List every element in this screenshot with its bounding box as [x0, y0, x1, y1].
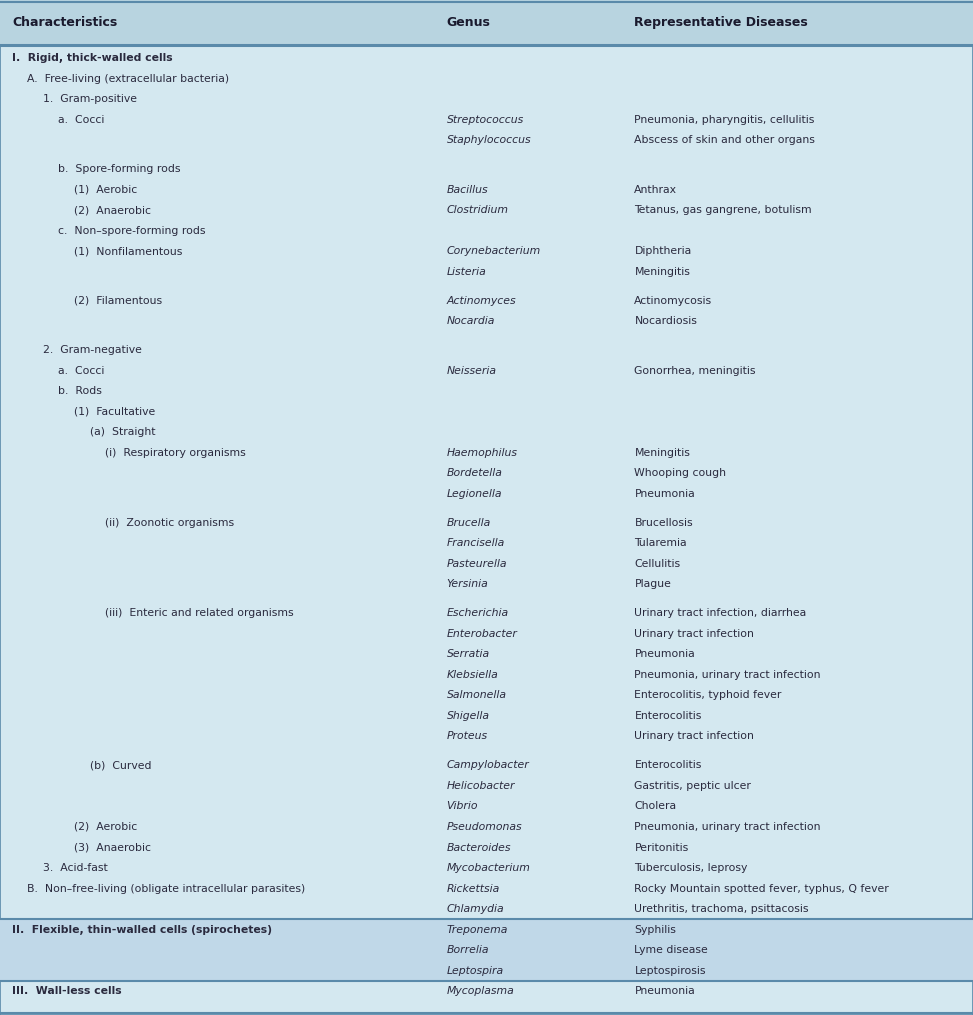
- Text: Peritonitis: Peritonitis: [634, 842, 689, 853]
- Text: Corynebacterium: Corynebacterium: [447, 247, 541, 256]
- Text: Pneumonia, urinary tract infection: Pneumonia, urinary tract infection: [634, 822, 821, 832]
- Text: Escherichia: Escherichia: [447, 608, 509, 618]
- Text: Pneumonia, urinary tract infection: Pneumonia, urinary tract infection: [634, 670, 821, 680]
- Text: Borrelia: Borrelia: [447, 945, 489, 955]
- Text: Proteus: Proteus: [447, 732, 487, 742]
- Text: (1)  Aerobic: (1) Aerobic: [74, 185, 137, 195]
- Text: Mycobacterium: Mycobacterium: [447, 863, 530, 873]
- Text: Urinary tract infection: Urinary tract infection: [634, 732, 754, 742]
- FancyBboxPatch shape: [0, 0, 973, 45]
- Text: c.  Non–spore-forming rods: c. Non–spore-forming rods: [58, 225, 206, 235]
- Text: Clostridium: Clostridium: [447, 205, 509, 215]
- Text: Haemophilus: Haemophilus: [447, 448, 518, 458]
- Text: Enterocolitis: Enterocolitis: [634, 760, 702, 770]
- Text: Staphylococcus: Staphylococcus: [447, 135, 531, 145]
- Text: Brucellosis: Brucellosis: [634, 518, 693, 528]
- Text: Representative Diseases: Representative Diseases: [634, 16, 809, 28]
- Text: Rocky Mountain spotted fever, typhus, Q fever: Rocky Mountain spotted fever, typhus, Q …: [634, 884, 889, 893]
- Text: Meningitis: Meningitis: [634, 448, 690, 458]
- Text: Enterocolitis, typhoid fever: Enterocolitis, typhoid fever: [634, 690, 781, 700]
- Text: Neisseria: Neisseria: [447, 365, 496, 376]
- Text: Cholera: Cholera: [634, 802, 676, 811]
- Text: Lyme disease: Lyme disease: [634, 945, 708, 955]
- Text: (i)  Respiratory organisms: (i) Respiratory organisms: [105, 448, 246, 458]
- Text: Anthrax: Anthrax: [634, 185, 677, 195]
- Text: Francisella: Francisella: [447, 538, 505, 548]
- Text: Tularemia: Tularemia: [634, 538, 687, 548]
- Text: I.  Rigid, thick-walled cells: I. Rigid, thick-walled cells: [12, 53, 172, 63]
- Text: A.  Free-living (extracellular bacteria): A. Free-living (extracellular bacteria): [27, 73, 230, 83]
- Text: Bacillus: Bacillus: [447, 185, 488, 195]
- Text: (2)  Anaerobic: (2) Anaerobic: [74, 205, 151, 215]
- Text: Brucella: Brucella: [447, 518, 490, 528]
- Text: Bordetella: Bordetella: [447, 468, 502, 478]
- Text: Pneumonia: Pneumonia: [634, 489, 695, 499]
- Text: Rickettsia: Rickettsia: [447, 884, 500, 893]
- Text: Actinomyces: Actinomyces: [447, 295, 517, 306]
- Text: Urethritis, trachoma, psittacosis: Urethritis, trachoma, psittacosis: [634, 904, 809, 915]
- Text: Actinomycosis: Actinomycosis: [634, 295, 712, 306]
- FancyBboxPatch shape: [0, 960, 973, 982]
- Text: B.  Non–free-living (obligate intracellular parasites): B. Non–free-living (obligate intracellul…: [27, 884, 306, 893]
- Text: Pneumonia, pharyngitis, cellulitis: Pneumonia, pharyngitis, cellulitis: [634, 115, 814, 125]
- Text: II.  Flexible, thin-walled cells (spirochetes): II. Flexible, thin-walled cells (spiroch…: [12, 925, 271, 935]
- Text: Mycoplasma: Mycoplasma: [447, 987, 515, 997]
- Text: (ii)  Zoonotic organisms: (ii) Zoonotic organisms: [105, 518, 234, 528]
- Text: Enterobacter: Enterobacter: [447, 628, 518, 638]
- Text: b.  Spore-forming rods: b. Spore-forming rods: [58, 164, 181, 174]
- Text: Pneumonia: Pneumonia: [634, 650, 695, 660]
- Text: Urinary tract infection: Urinary tract infection: [634, 628, 754, 638]
- Text: Streptococcus: Streptococcus: [447, 115, 523, 125]
- Text: Pasteurella: Pasteurella: [447, 559, 507, 568]
- Text: b.  Rods: b. Rods: [58, 386, 102, 396]
- Text: Shigella: Shigella: [447, 710, 489, 721]
- Text: Syphilis: Syphilis: [634, 925, 676, 935]
- Text: Tetanus, gas gangrene, botulism: Tetanus, gas gangrene, botulism: [634, 205, 812, 215]
- Text: Klebsiella: Klebsiella: [447, 670, 498, 680]
- Text: Chlamydia: Chlamydia: [447, 904, 504, 915]
- Text: Serratia: Serratia: [447, 650, 489, 660]
- Text: Cellulitis: Cellulitis: [634, 559, 680, 568]
- Text: Leptospira: Leptospira: [447, 966, 504, 975]
- Text: (1)  Facultative: (1) Facultative: [74, 407, 156, 416]
- Text: Whooping cough: Whooping cough: [634, 468, 727, 478]
- Text: Campylobacter: Campylobacter: [447, 760, 529, 770]
- Text: Pseudomonas: Pseudomonas: [447, 822, 523, 832]
- Text: Legionella: Legionella: [447, 489, 502, 499]
- FancyBboxPatch shape: [0, 940, 973, 960]
- Text: (iii)  Enteric and related organisms: (iii) Enteric and related organisms: [105, 608, 294, 618]
- Text: Plague: Plague: [634, 580, 671, 590]
- Text: Urinary tract infection, diarrhea: Urinary tract infection, diarrhea: [634, 608, 807, 618]
- Text: 1.  Gram-positive: 1. Gram-positive: [43, 94, 137, 105]
- Text: Pneumonia: Pneumonia: [634, 987, 695, 997]
- Text: Abscess of skin and other organs: Abscess of skin and other organs: [634, 135, 815, 145]
- Text: Enterocolitis: Enterocolitis: [634, 710, 702, 721]
- Text: Listeria: Listeria: [447, 267, 486, 277]
- Text: a.  Cocci: a. Cocci: [58, 115, 105, 125]
- Text: Tuberculosis, leprosy: Tuberculosis, leprosy: [634, 863, 748, 873]
- Text: Yersinia: Yersinia: [447, 580, 488, 590]
- Text: Gastritis, peptic ulcer: Gastritis, peptic ulcer: [634, 781, 751, 791]
- Text: Salmonella: Salmonella: [447, 690, 507, 700]
- Text: (1)  Nonfilamentous: (1) Nonfilamentous: [74, 247, 182, 256]
- Text: (b)  Curved: (b) Curved: [90, 760, 151, 770]
- Text: Treponema: Treponema: [447, 925, 508, 935]
- Text: Characteristics: Characteristics: [13, 16, 118, 28]
- Text: 3.  Acid-fast: 3. Acid-fast: [43, 863, 108, 873]
- Text: Diphtheria: Diphtheria: [634, 247, 692, 256]
- Text: Gonorrhea, meningitis: Gonorrhea, meningitis: [634, 365, 756, 376]
- Text: Genus: Genus: [447, 16, 490, 28]
- Text: Nocardiosis: Nocardiosis: [634, 317, 698, 326]
- Text: (2)  Aerobic: (2) Aerobic: [74, 822, 137, 832]
- Text: Helicobacter: Helicobacter: [447, 781, 515, 791]
- FancyBboxPatch shape: [0, 920, 973, 940]
- Text: Vibrio: Vibrio: [447, 802, 478, 811]
- Text: (3)  Anaerobic: (3) Anaerobic: [74, 842, 151, 853]
- Text: Meningitis: Meningitis: [634, 267, 690, 277]
- Text: Nocardia: Nocardia: [447, 317, 495, 326]
- Text: (2)  Filamentous: (2) Filamentous: [74, 295, 162, 306]
- Text: 2.  Gram-negative: 2. Gram-negative: [43, 345, 142, 355]
- Text: a.  Cocci: a. Cocci: [58, 365, 105, 376]
- Text: III.  Wall-less cells: III. Wall-less cells: [12, 987, 122, 997]
